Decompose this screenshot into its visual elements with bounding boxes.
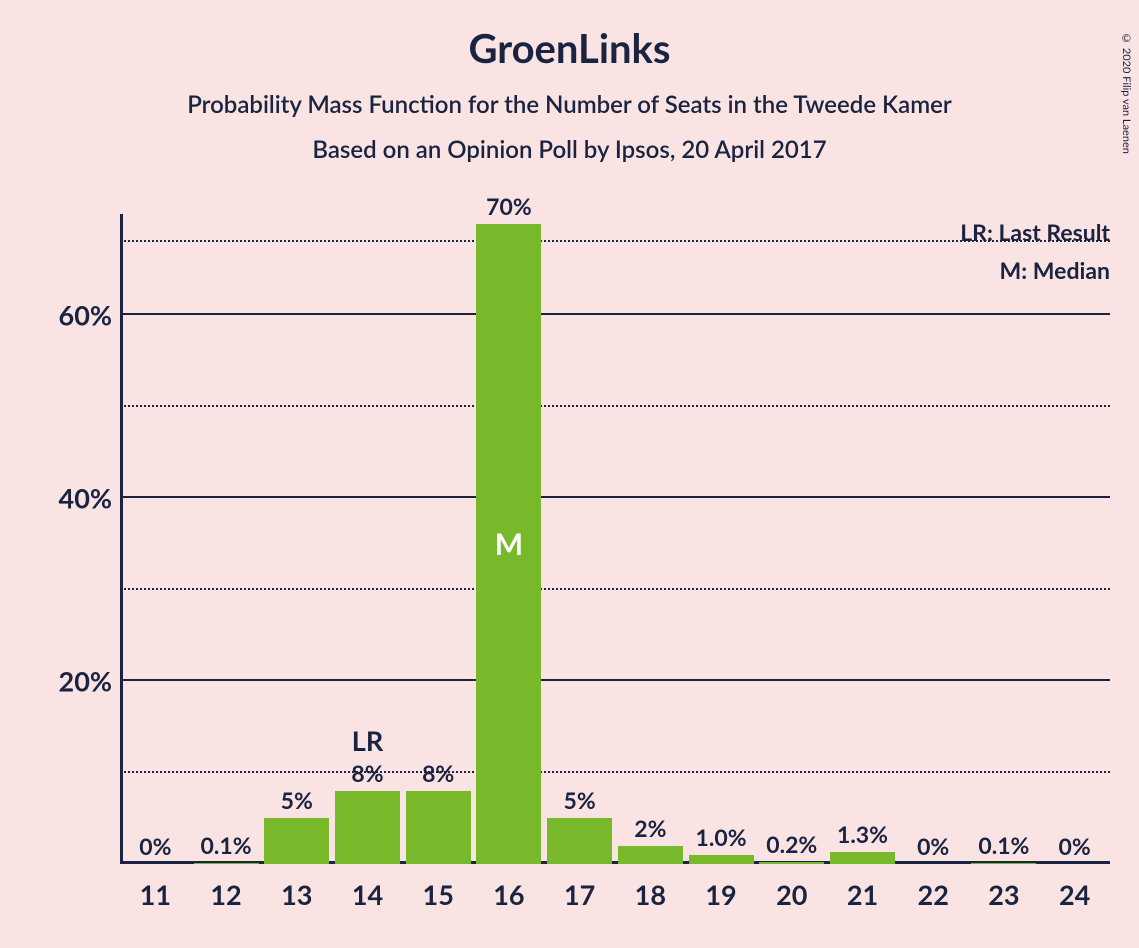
bar-value-label: 70% <box>486 192 532 224</box>
bar-value-label: 2% <box>634 814 666 846</box>
bar-value-label: 5% <box>281 786 313 818</box>
x-axis-label: 17 <box>564 864 595 911</box>
bar: 5% <box>547 818 612 864</box>
bar: 1.0% <box>689 855 754 864</box>
chart-plot-area: 20%40%60%0%110.1%125%138%LR148%1570%M165… <box>120 224 1110 864</box>
x-axis-label: 19 <box>705 864 736 911</box>
bar-tag-above: LR <box>352 724 383 791</box>
bar-value-label: 0% <box>1059 832 1091 864</box>
y-axis-label: 60% <box>59 299 120 332</box>
bar-tag-inside: M <box>495 526 523 562</box>
x-axis-label: 18 <box>635 864 666 911</box>
bar-value-label: 0% <box>917 832 949 864</box>
y-axis-line <box>120 214 123 864</box>
bar-value-label: 8% <box>422 759 454 791</box>
x-axis-label: 24 <box>1059 864 1090 911</box>
bar-value-label: 0.2% <box>766 830 817 862</box>
x-axis-label: 11 <box>140 864 171 911</box>
bar: 8% <box>406 791 471 864</box>
x-axis-label: 14 <box>352 864 383 911</box>
y-axis-label: 20% <box>59 665 120 698</box>
bar: 2% <box>618 846 683 864</box>
x-axis-label: 23 <box>988 864 1019 911</box>
x-axis-label: 21 <box>847 864 878 911</box>
gridline-minor <box>120 771 1110 773</box>
gridline-major <box>120 679 1110 681</box>
bar-value-label: 1.3% <box>837 820 888 852</box>
bar-chart: 20%40%60%0%110.1%125%138%LR148%1570%M165… <box>120 224 1110 864</box>
x-axis-label: 12 <box>210 864 241 911</box>
legend-lr: LR: Last Result <box>900 218 1110 246</box>
legend-m: M: Median <box>900 256 1110 284</box>
x-axis-label: 15 <box>423 864 454 911</box>
chart-subtitle-2: Based on an Opinion Poll by Ipsos, 20 Ap… <box>0 135 1139 164</box>
x-axis-label: 22 <box>918 864 949 911</box>
chart-subtitle-1: Probability Mass Function for the Number… <box>0 90 1139 119</box>
gridline-minor <box>120 405 1110 407</box>
bar-value-label: 5% <box>564 786 596 818</box>
gridline-major <box>120 496 1110 498</box>
chart-title: GroenLinks <box>0 24 1139 72</box>
bar-value-label: 1.0% <box>696 823 747 855</box>
x-axis-label: 16 <box>493 864 524 911</box>
copyright-text: © 2020 Filip van Laenen <box>1120 32 1133 154</box>
bar-value-label: 0% <box>139 832 171 864</box>
bar-value-label: 0.1% <box>201 831 252 863</box>
x-axis-label: 13 <box>281 864 312 911</box>
x-axis-label: 20 <box>776 864 807 911</box>
gridline-minor <box>120 588 1110 590</box>
legend: LR: Last Result M: Median <box>900 218 1110 294</box>
gridline-major <box>120 313 1110 315</box>
bar: 1.3% <box>830 852 895 864</box>
bar: 5% <box>264 818 329 864</box>
bar: 70%M <box>476 224 541 864</box>
bar-value-label: 0.1% <box>978 831 1029 863</box>
y-axis-label: 40% <box>59 482 120 515</box>
bar: 8%LR <box>335 791 400 864</box>
